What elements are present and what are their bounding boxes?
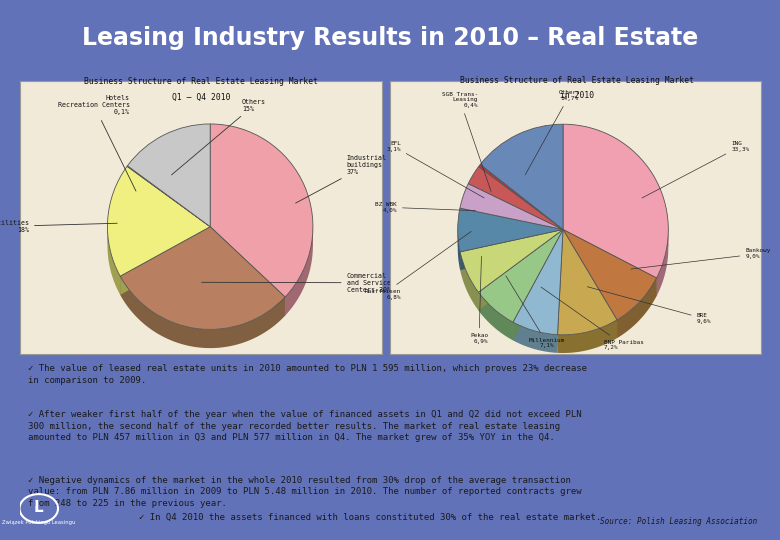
- Polygon shape: [120, 227, 210, 295]
- Text: Others
15%: Others 15%: [172, 99, 266, 175]
- Polygon shape: [108, 225, 210, 245]
- Wedge shape: [558, 230, 617, 335]
- Text: ✓ After weaker first half of the year when the value of financed assets in Q1 an: ✓ After weaker first half of the year wh…: [29, 410, 582, 442]
- Text: ✓ In Q4 2010 the assets financed with loans constituted 30% of the real estate m: ✓ In Q4 2010 the assets financed with lo…: [140, 514, 601, 522]
- Wedge shape: [479, 164, 563, 230]
- Text: ✓ Negative dynamics of the market in the whole 2010 resulted from 30% drop of th: ✓ Negative dynamics of the market in the…: [29, 476, 582, 508]
- Text: in 2010: in 2010: [560, 91, 594, 100]
- Polygon shape: [478, 230, 563, 310]
- Text: ✓ The value of leased real estate units in 2010 amounted to PLN 1 595 million, w: ✓ The value of leased real estate units …: [29, 364, 587, 384]
- Text: EFL
3,1%: EFL 3,1%: [387, 141, 484, 198]
- Wedge shape: [460, 184, 563, 230]
- Polygon shape: [558, 320, 617, 353]
- Polygon shape: [513, 230, 563, 340]
- Polygon shape: [460, 252, 478, 310]
- Polygon shape: [460, 230, 563, 270]
- Wedge shape: [108, 166, 210, 276]
- Polygon shape: [120, 227, 210, 295]
- Wedge shape: [460, 230, 563, 292]
- Polygon shape: [210, 227, 285, 316]
- Polygon shape: [617, 278, 657, 338]
- Polygon shape: [657, 228, 668, 296]
- Text: Source: Polish Leasing Association: Source: Polish Leasing Association: [600, 517, 757, 526]
- Wedge shape: [478, 230, 563, 322]
- Text: Business Structure of Real Estate Leasing Market: Business Structure of Real Estate Leasin…: [460, 76, 694, 85]
- Polygon shape: [563, 230, 657, 296]
- Text: Office Facilities
18%: Office Facilities 18%: [0, 220, 117, 233]
- Wedge shape: [458, 208, 563, 252]
- Wedge shape: [468, 166, 563, 230]
- Text: Commercial
and Service
Centers 30%: Commercial and Service Centers 30%: [202, 273, 391, 293]
- Polygon shape: [513, 322, 558, 353]
- Wedge shape: [513, 230, 563, 335]
- Text: Millennium
7,1%: Millennium 7,1%: [506, 276, 565, 348]
- Polygon shape: [563, 228, 668, 248]
- Polygon shape: [558, 230, 563, 353]
- Polygon shape: [285, 227, 313, 316]
- Text: Pekao
6,9%: Pekao 6,9%: [470, 256, 488, 345]
- Polygon shape: [458, 228, 563, 248]
- Polygon shape: [108, 225, 120, 295]
- Polygon shape: [458, 228, 460, 270]
- Polygon shape: [563, 230, 657, 296]
- Text: BRE
9,6%: BRE 9,6%: [587, 287, 711, 324]
- Polygon shape: [210, 227, 313, 246]
- Text: Raiffeisen
6,8%: Raiffeisen 6,8%: [365, 231, 471, 300]
- Text: Q1 – Q4 2010: Q1 – Q4 2010: [172, 93, 230, 102]
- Polygon shape: [478, 292, 513, 340]
- Polygon shape: [120, 276, 285, 348]
- Text: Business Structure of Real Estate Leasing Market: Business Structure of Real Estate Leasin…: [84, 77, 318, 86]
- Text: Związek Polskiego Leasingu: Związek Polskiego Leasingu: [2, 520, 76, 525]
- Wedge shape: [127, 166, 210, 227]
- Wedge shape: [480, 124, 563, 230]
- Text: L: L: [34, 500, 44, 515]
- Text: Bankowy
9,0%: Bankowy 9,0%: [631, 248, 771, 269]
- Polygon shape: [478, 230, 563, 310]
- Polygon shape: [210, 227, 285, 316]
- Text: Industrial
buildings
37%: Industrial buildings 37%: [296, 155, 387, 203]
- Text: ING
33,3%: ING 33,3%: [642, 141, 750, 198]
- Text: Others
14,7%: Others 14,7%: [525, 91, 580, 175]
- Wedge shape: [563, 230, 657, 320]
- Wedge shape: [563, 124, 668, 278]
- Polygon shape: [563, 230, 617, 338]
- Text: Leasing Industry Results in 2010 – Real Estate: Leasing Industry Results in 2010 – Real …: [82, 26, 698, 50]
- Text: BNP Paribas
7,2%: BNP Paribas 7,2%: [541, 287, 644, 350]
- Polygon shape: [460, 230, 563, 270]
- Text: Hotels
Recreation Centers
0,1%: Hotels Recreation Centers 0,1%: [58, 95, 136, 191]
- Text: BZ WBK
4,0%: BZ WBK 4,0%: [375, 202, 476, 213]
- Text: SGB Trans-
Leasing
0,4%: SGB Trans- Leasing 0,4%: [441, 92, 491, 192]
- Polygon shape: [558, 230, 563, 353]
- Wedge shape: [210, 124, 313, 297]
- Polygon shape: [563, 230, 617, 338]
- Wedge shape: [127, 124, 210, 227]
- Polygon shape: [513, 230, 563, 340]
- Wedge shape: [120, 227, 285, 329]
